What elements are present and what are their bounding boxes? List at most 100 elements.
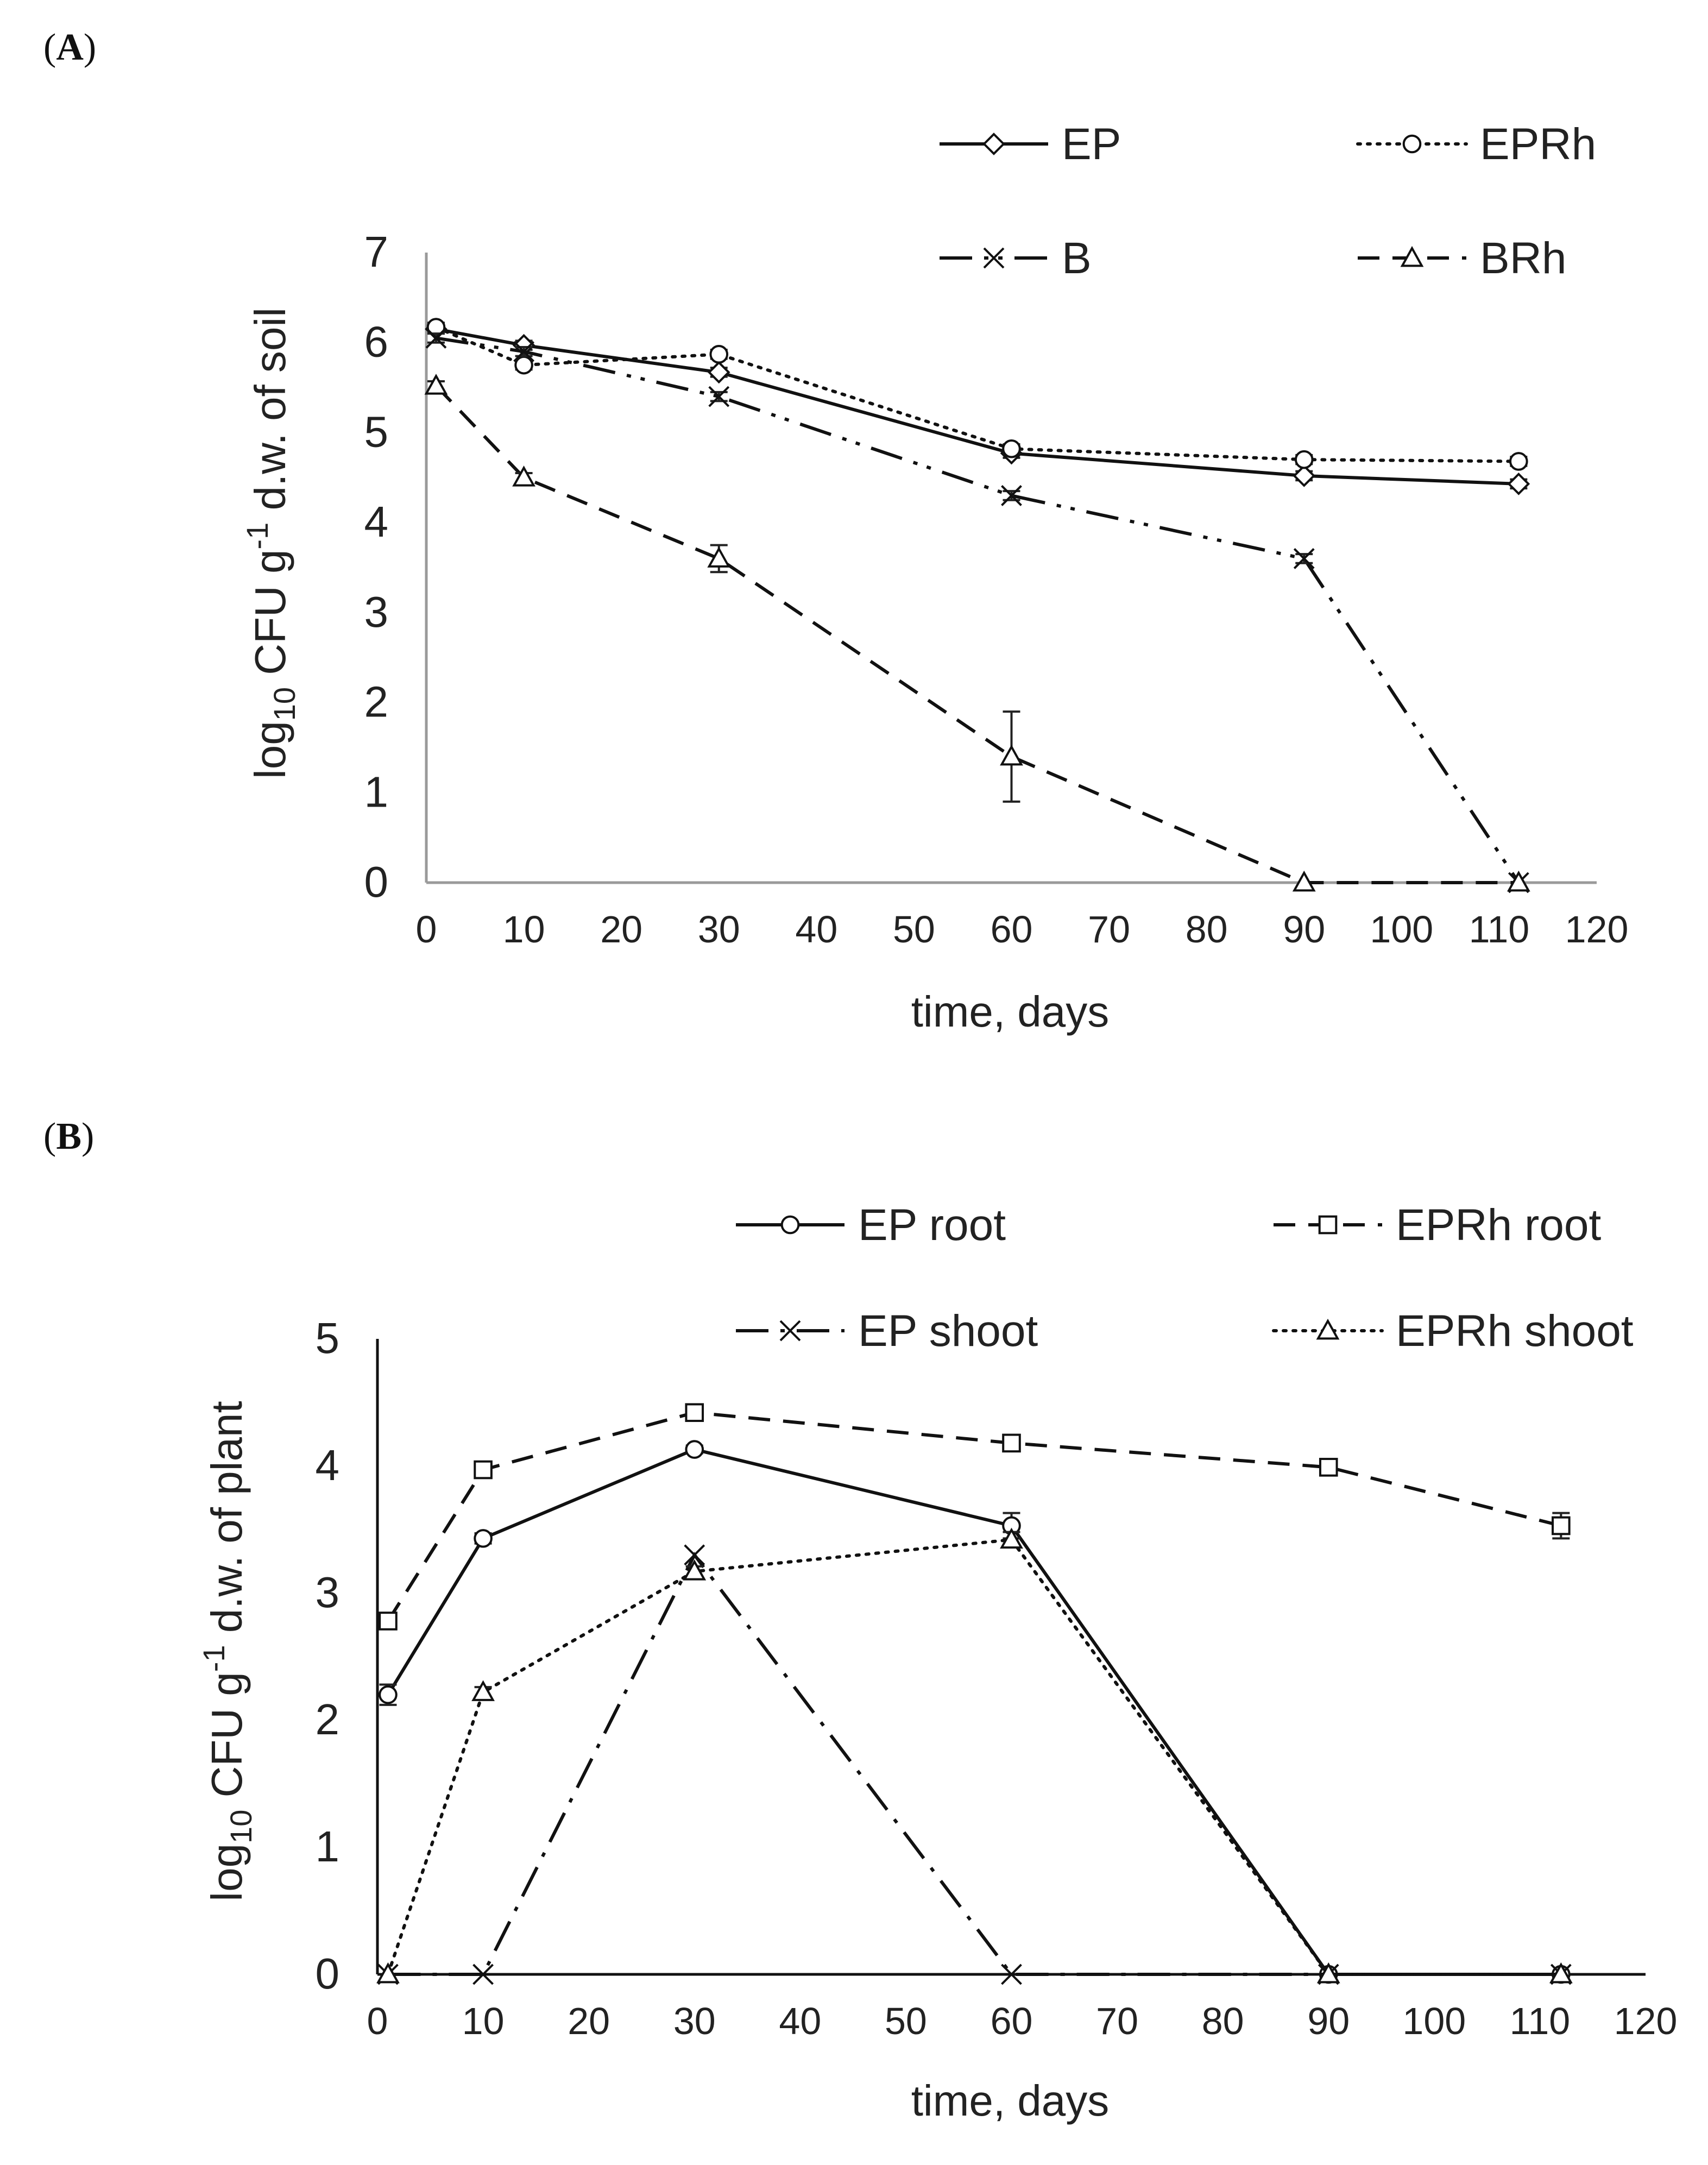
legend-entry-eprh-root: EPRh root [1274,1200,1602,1250]
y-tick-label: 3 [364,588,389,636]
series-ep-root [379,1440,1571,1984]
legend-entry-brh: BRh [1358,234,1567,283]
legend-a: EP EPRh B BRh [940,119,1596,283]
legend-label-eprh-shoot: EPRh shoot [1396,1306,1634,1356]
x-tick-label: 60 [991,2000,1033,2042]
x-tick-label: 0 [367,2000,388,2042]
legend-marker-brh [1400,246,1424,267]
y-tick-label: 5 [316,1314,340,1362]
data-point-brh [1507,870,1530,892]
x-tick-label: 80 [1202,2000,1244,2042]
y-tick-label: 7 [364,228,389,276]
y-tick-label: 0 [364,858,389,906]
legend-entry-ep: EP [940,119,1121,169]
legend-label-ep-shoot: EP shoot [858,1306,1038,1356]
y-tick-label: 6 [364,318,389,366]
x-tick-label: 20 [568,2000,610,2042]
x-axis-label-a: time, days [911,987,1110,1036]
legend-label-eprh-root: EPRh root [1396,1200,1602,1250]
y-tick-label: 1 [316,1822,340,1871]
data-point-eprh [1294,450,1314,469]
x-tick-label: 110 [1469,908,1530,951]
data-point-eprh [709,344,729,364]
series-line-ep-root [386,1447,1561,1976]
legend-marker-eprh [1402,134,1422,154]
data-point-eprh-root [474,1460,493,1480]
legend-marker-ep-shoot [779,1320,801,1342]
series-line-b [436,336,1520,884]
data-point-eprh-shoot [1549,1962,1573,1984]
series-line-eprh-root [386,1411,1562,1622]
chart-panel-b: (B) 0 10 20 30 40 50 60 70 80 90 100 110 120 0 1 2 3 4 5 E… [43,1116,1677,2125]
data-point-brh [424,374,448,395]
panel-label-b: (B) [43,1116,94,1157]
legend-marker-eprh-root [1318,1215,1338,1235]
legend-marker-ep [982,133,1005,155]
data-point-ep-root [685,1440,704,1459]
tick-labels-b: 0 10 20 30 40 50 60 70 80 90 100 110 120 0 1 2 3 4 5 [316,1314,1678,2042]
y-tick-label: 0 [316,1949,340,1998]
x-tick-label: 70 [1088,908,1130,951]
x-tick-label: 20 [600,908,642,951]
axes-a [425,253,1597,884]
data-point-eprh-root [685,1403,704,1423]
x-tick-label: 100 [1370,908,1433,951]
legend-label-brh: BRh [1480,234,1567,283]
series-eprh-shoot [376,1527,1573,1984]
chart-panel-a: (A) 0 10 20 30 40 50 60 70 80 90 100 110 120 0 1 2 3 4 5 6 7… [43,27,1628,1036]
legend-entry-ep-shoot: EP shoot [736,1306,1038,1356]
data-point-ep-shoot [472,1963,494,1985]
x-tick-label: 10 [462,2000,505,2042]
legend-label-b: B [1062,234,1092,283]
data-point-b [425,328,447,349]
series-line-brh [434,385,1519,884]
series-eprh-root [379,1403,1571,1631]
legend-label-ep: EP [1062,119,1121,169]
data-point-brh [1292,870,1316,892]
x-tick-label: 60 [991,908,1033,951]
y-axis-label-b: log10 CFU g-1 d.w. of plant [197,1401,258,1901]
series-b [376,1403,1573,1985]
legend-label-eprh: EPRh [1480,119,1596,169]
series-line-ep-shoot [388,1552,1561,1976]
tick-labels-a: 0 10 20 30 40 50 60 70 80 90 100 110 120 0 1 2 3 4 5 6 7 [364,228,1629,951]
x-tick-label: 10 [503,908,545,951]
data-point-ep-shoot [684,1544,705,1566]
series-brh [424,374,1530,892]
legend-marker-eprh-shoot [1316,1318,1340,1340]
data-point-eprh-shoot [471,1680,495,1701]
x-tick-label: 100 [1402,2000,1466,2042]
series-ep-shoot [377,1544,1572,1985]
x-tick-label: 30 [673,2000,716,2042]
legend-marker-ep-root [780,1215,800,1235]
series-line-ep [436,327,1519,486]
legend-entry-eprh: EPRh [1356,119,1596,169]
data-point-eprh-shoot [1316,1962,1340,1984]
data-point-b [708,386,730,407]
data-point-eprh-root [1002,1433,1021,1453]
data-point-eprh-root [1552,1516,1571,1535]
data-point-eprh-shoot [376,1962,400,1984]
y-tick-label: 4 [364,498,389,546]
x-tick-label: 80 [1186,908,1228,951]
data-point-ep-root [379,1685,398,1704]
legend-entry-eprh-shoot: EPRh shoot [1272,1306,1634,1356]
data-point-brh [1000,744,1023,766]
data-point-ep-root [474,1529,493,1548]
x-tick-label: 40 [779,2000,821,2042]
series-line-eprh [434,325,1521,463]
x-tick-label: 90 [1283,908,1325,951]
y-tick-label: 1 [364,767,389,816]
series-b [425,328,1529,893]
x-tick-label: 70 [1096,2000,1138,2042]
y-axis-label-a: log10 CFU g-1 d.w. of soil [240,307,301,779]
data-point-ep-shoot [1001,1963,1022,1985]
x-tick-label: 110 [1510,2000,1571,2042]
y-tick-label: 5 [364,407,389,456]
legend-entry-b: B [940,234,1092,283]
data-point-ep [1293,464,1316,487]
panel-label-a: (A) [43,27,96,68]
legend-label-ep-root: EP root [858,1200,1006,1250]
data-point-brh [707,546,731,568]
data-point-eprh-root [1319,1458,1338,1477]
